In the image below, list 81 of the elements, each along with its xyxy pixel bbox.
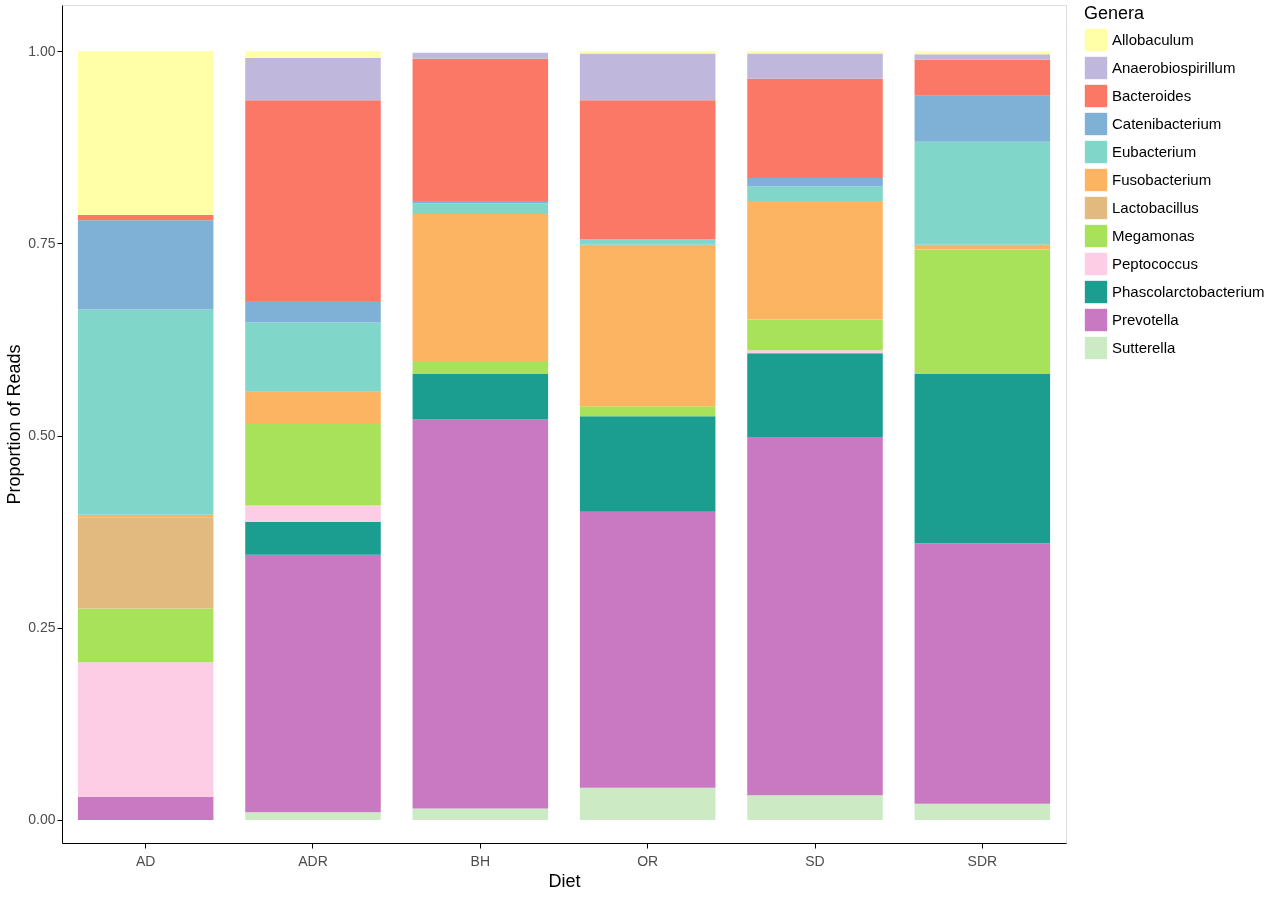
bar: [747, 795, 883, 820]
bar: [412, 52, 549, 59]
bar: [412, 360, 549, 375]
bar: [747, 53, 883, 79]
bar: [412, 374, 549, 420]
x-tick-label: ADR: [298, 852, 328, 869]
bar: [914, 543, 1051, 804]
bar: [77, 514, 214, 518]
x-tick-label: SDR: [967, 852, 998, 869]
bar: [747, 319, 883, 351]
bar: [245, 812, 381, 820]
bar: [914, 374, 1051, 544]
x-axis-title: Diet: [548, 870, 581, 891]
legend-label: Fusobacterium: [1112, 171, 1212, 188]
bar: [747, 350, 883, 354]
bar: [579, 100, 716, 240]
bar: [747, 177, 883, 187]
y-tick-label: 0.25: [28, 619, 56, 636]
bar: [245, 391, 381, 424]
legend-label: Catenibacterium: [1112, 115, 1222, 132]
bar: [77, 517, 214, 609]
bar: [914, 249, 1051, 375]
legend-title: Genera: [1084, 3, 1146, 23]
bar: [245, 300, 381, 323]
bar: [77, 608, 214, 663]
bar: [245, 51, 381, 59]
bar: [412, 808, 549, 820]
bar: [77, 51, 214, 215]
legend-label: Megamonas: [1112, 227, 1195, 244]
bar: [77, 309, 214, 515]
bar: [914, 141, 1051, 245]
legend-label: Prevotella: [1112, 311, 1180, 328]
bar: [914, 54, 1051, 60]
bar: [77, 214, 214, 221]
y-tick-label: 1.00: [28, 42, 56, 59]
x-tick-label: BH: [470, 852, 491, 869]
bar: [747, 186, 883, 202]
x-tick-label: OR: [637, 852, 659, 869]
legend-label: Peptococcus: [1112, 255, 1198, 272]
bar: [747, 437, 883, 796]
x-tick-label: AD: [135, 852, 156, 869]
bar: [245, 100, 381, 301]
legend-label: Anaerobiospirillum: [1112, 59, 1236, 76]
bar: [412, 203, 549, 215]
bar: [412, 419, 549, 809]
bar: [579, 244, 716, 407]
bar: [747, 353, 883, 438]
bar: [579, 787, 716, 820]
bar: [412, 58, 549, 202]
bar: [747, 78, 883, 178]
y-tick-label: 0.00: [28, 811, 56, 828]
bar: [579, 406, 716, 417]
legend-label: Bacteroides: [1112, 87, 1192, 104]
bar: [77, 662, 214, 797]
bar: [579, 511, 716, 788]
legend-label: Phascolarctobacterium: [1112, 283, 1265, 300]
bar: [245, 58, 381, 101]
bar: [245, 424, 381, 506]
bar: [914, 51, 1051, 55]
y-axis-title: Proportion of Reads: [4, 344, 25, 505]
bar: [77, 220, 214, 310]
legend-label: Lactobacillus: [1112, 199, 1199, 216]
bar: [412, 214, 549, 361]
bar: [579, 239, 716, 245]
bar: [914, 95, 1051, 142]
bar: [579, 53, 716, 101]
bar: [77, 796, 214, 820]
bar: [747, 201, 883, 320]
y-tick-label: 0.50: [28, 427, 56, 444]
bar: [245, 505, 381, 522]
y-tick-label: 0.75: [28, 234, 56, 251]
x-tick-label: SD: [805, 852, 825, 869]
legend-label: Allobaculum: [1112, 31, 1194, 48]
bar: [245, 554, 381, 813]
bar: [245, 521, 381, 555]
bar: [914, 803, 1051, 820]
legend-label: Sutterella: [1112, 339, 1177, 356]
bar: [914, 59, 1051, 96]
bar: [245, 322, 381, 392]
bar: [579, 416, 716, 512]
legend-label: Eubacterium: [1112, 143, 1197, 160]
